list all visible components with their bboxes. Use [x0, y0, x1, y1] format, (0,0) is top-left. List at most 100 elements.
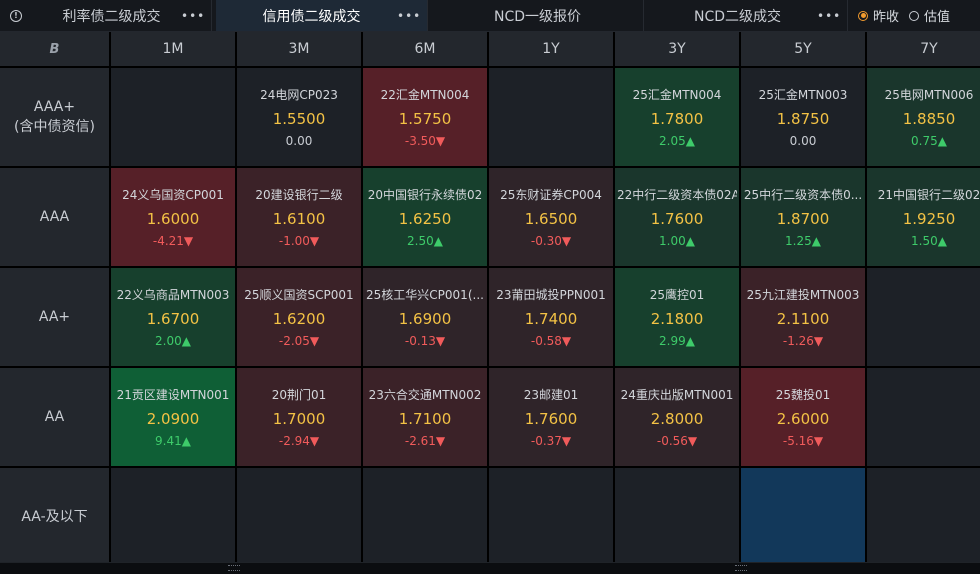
radio-estimate[interactable]: 估值	[909, 6, 950, 25]
bond-cell[interactable]: 25九江建投MTN003 2.1100 -1.26▼	[741, 268, 865, 366]
rating-row-header: AA-及以下	[0, 468, 109, 566]
bond-change: 0.00	[789, 134, 817, 148]
info-button[interactable]: !	[0, 0, 32, 31]
bond-change: 0.75▲	[911, 134, 947, 148]
bond-change: -1.26▼	[782, 334, 824, 348]
radio-prev-close[interactable]: 昨收	[858, 6, 899, 25]
bond-cell[interactable]: 22汇金MTN004 1.5750 -3.50▼	[363, 68, 487, 166]
bond-change: 2.99▲	[659, 334, 695, 348]
bond-yield: 2.8000	[650, 410, 704, 428]
more-icon[interactable]: •••	[397, 8, 422, 23]
bond-change: 0.00	[285, 134, 313, 148]
bond-cell[interactable]: 25电网MTN006 1.8850 0.75▲	[867, 68, 980, 166]
rating-row-header: AA	[0, 368, 109, 466]
radio-checked-icon	[858, 10, 868, 21]
bond-change: 2.00▲	[155, 334, 191, 348]
resize-grip-icon[interactable]	[735, 565, 747, 571]
rating-label-line: (含中债资信)	[14, 119, 95, 135]
more-icon[interactable]: •••	[817, 8, 842, 23]
tab-label: NCD一级报价	[493, 8, 582, 25]
bond-cell[interactable]: 25魏投01 2.6000 -5.16▼	[741, 368, 865, 466]
bond-yield: 1.5750	[398, 110, 452, 128]
bond-change: -3.50▼	[404, 134, 446, 148]
bond-cell[interactable]: 25汇金MTN003 1.8750 0.00	[741, 68, 865, 166]
bond-yield: 2.1100	[776, 310, 830, 328]
bond-name: 21中国银行二级02	[877, 188, 980, 202]
empty-cell	[111, 68, 235, 166]
compare-basis-options: 昨收 估值	[848, 0, 950, 31]
tenor-header: 6M	[363, 32, 487, 66]
more-icon[interactable]: •••	[181, 8, 206, 23]
bond-cell[interactable]: 23邮建01 1.7600 -0.37▼	[489, 368, 613, 466]
tenor-header: 1Y	[489, 32, 613, 66]
bond-change: 1.00▲	[659, 234, 695, 248]
rating-row-header: AAA	[0, 168, 109, 266]
bond-name: 25魏投01	[775, 388, 831, 402]
bond-cell[interactable]: 21中国银行二级02 1.9250 1.50▲	[867, 168, 980, 266]
bond-name: 20建设银行二级	[255, 188, 343, 202]
tab-rate-bond-secondary[interactable]: 利率债二级成交 •••	[32, 0, 212, 31]
empty-cell	[867, 468, 980, 566]
bond-cell[interactable]: 25东财证券CP004 1.6500 -0.30▼	[489, 168, 613, 266]
bond-name: 24电网CP023	[260, 88, 338, 102]
bond-cell[interactable]: 24义乌国资CP001 1.6000 -4.21▼	[111, 168, 235, 266]
bond-name: 20荆门01	[271, 388, 327, 402]
tab-ncd-secondary[interactable]: NCD二级成交 •••	[648, 0, 848, 31]
bond-name: 22汇金MTN004	[380, 88, 470, 102]
bond-change: -2.61▼	[404, 434, 446, 448]
bond-change: -0.13▼	[404, 334, 446, 348]
bond-change: 2.05▲	[659, 134, 695, 148]
bond-change: -2.94▼	[278, 434, 320, 448]
empty-cell	[489, 68, 613, 166]
tenor-header: 5Y	[741, 32, 865, 66]
bond-yield: 1.7600	[650, 210, 704, 228]
bond-yield: 1.6500	[524, 210, 578, 228]
bond-name: 25电网MTN006	[884, 88, 974, 102]
radio-label: 估值	[924, 10, 951, 25]
bond-cell[interactable]: 24重庆出版MTN001 2.8000 -0.56▼	[615, 368, 739, 466]
bond-yield: 2.6000	[776, 410, 830, 428]
bond-yield: 1.6200	[272, 310, 326, 328]
bond-change: -0.30▼	[530, 234, 572, 248]
bond-yield: 1.6000	[146, 210, 200, 228]
yield-matrix: B 1M 3M 6M 1Y 3Y 5Y 7Y AAA+ (含中债资信) 24电网CP023 1.55…	[0, 32, 980, 566]
tab-ncd-primary-quote[interactable]: NCD一级报价	[432, 0, 644, 31]
highlighted-empty-cell[interactable]	[741, 468, 865, 566]
bond-change: 2.50▲	[407, 234, 443, 248]
bond-cell[interactable]: 23六合交通MTN002 1.7100 -2.61▼	[363, 368, 487, 466]
bond-change: -4.21▼	[152, 234, 194, 248]
bond-name: 25东财证券CP004	[500, 188, 602, 202]
resize-grip-icon[interactable]	[228, 565, 240, 571]
tab-bar: ! 利率债二级成交 ••• 信用债二级成交 ••• NCD一级报价 NCD二级成…	[0, 0, 980, 32]
bond-change: -2.05▼	[278, 334, 320, 348]
bond-name: 25九江建投MTN003	[746, 288, 860, 302]
bond-cell[interactable]: 25中行二级资本债0... 1.8700 1.25▲	[741, 168, 865, 266]
bond-cell[interactable]: 25顺义国资SCP001 1.6200 -2.05▼	[237, 268, 361, 366]
bond-cell[interactable]: 20荆门01 1.7000 -2.94▼	[237, 368, 361, 466]
tab-label: NCD二级成交	[693, 8, 782, 25]
bond-change: -0.56▼	[656, 434, 698, 448]
bond-name: 25汇金MTN003	[758, 88, 848, 102]
tenor-header: 1M	[111, 32, 235, 66]
bond-cell[interactable]: 22义乌商品MTN003 1.6700 2.00▲	[111, 268, 235, 366]
bond-change: -0.37▼	[530, 434, 572, 448]
bond-cell[interactable]: 20中国银行永续债02 1.6250 2.50▲	[363, 168, 487, 266]
bond-cell[interactable]: 25汇金MTN004 1.7800 2.05▲	[615, 68, 739, 166]
bond-name: 23六合交通MTN002	[368, 388, 482, 402]
bond-yield: 1.6250	[398, 210, 452, 228]
bond-yield: 1.9250	[902, 210, 956, 228]
bond-cell[interactable]: 23莆田城投PPN001 1.7400 -0.58▼	[489, 268, 613, 366]
bond-yield: 2.0900	[146, 410, 200, 428]
bond-cell[interactable]: 25核工华兴CP001(... 1.6900 -0.13▼	[363, 268, 487, 366]
radio-label: 昨收	[873, 10, 900, 25]
bond-cell[interactable]: 22中行二级资本债02A 1.7600 1.00▲	[615, 168, 739, 266]
bond-cell[interactable]: 24电网CP023 1.5500 0.00	[237, 68, 361, 166]
bond-cell[interactable]: 20建设银行二级 1.6100 -1.00▼	[237, 168, 361, 266]
empty-cell	[615, 468, 739, 566]
tab-credit-bond-secondary[interactable]: 信用债二级成交 •••	[216, 0, 428, 31]
bond-cell[interactable]: 25鹰控01 2.1800 2.99▲	[615, 268, 739, 366]
bond-name: 25鹰控01	[649, 288, 705, 302]
bond-change: 1.50▲	[911, 234, 947, 248]
bond-cell[interactable]: 21贡区建设MTN001 2.0900 9.41▲	[111, 368, 235, 466]
